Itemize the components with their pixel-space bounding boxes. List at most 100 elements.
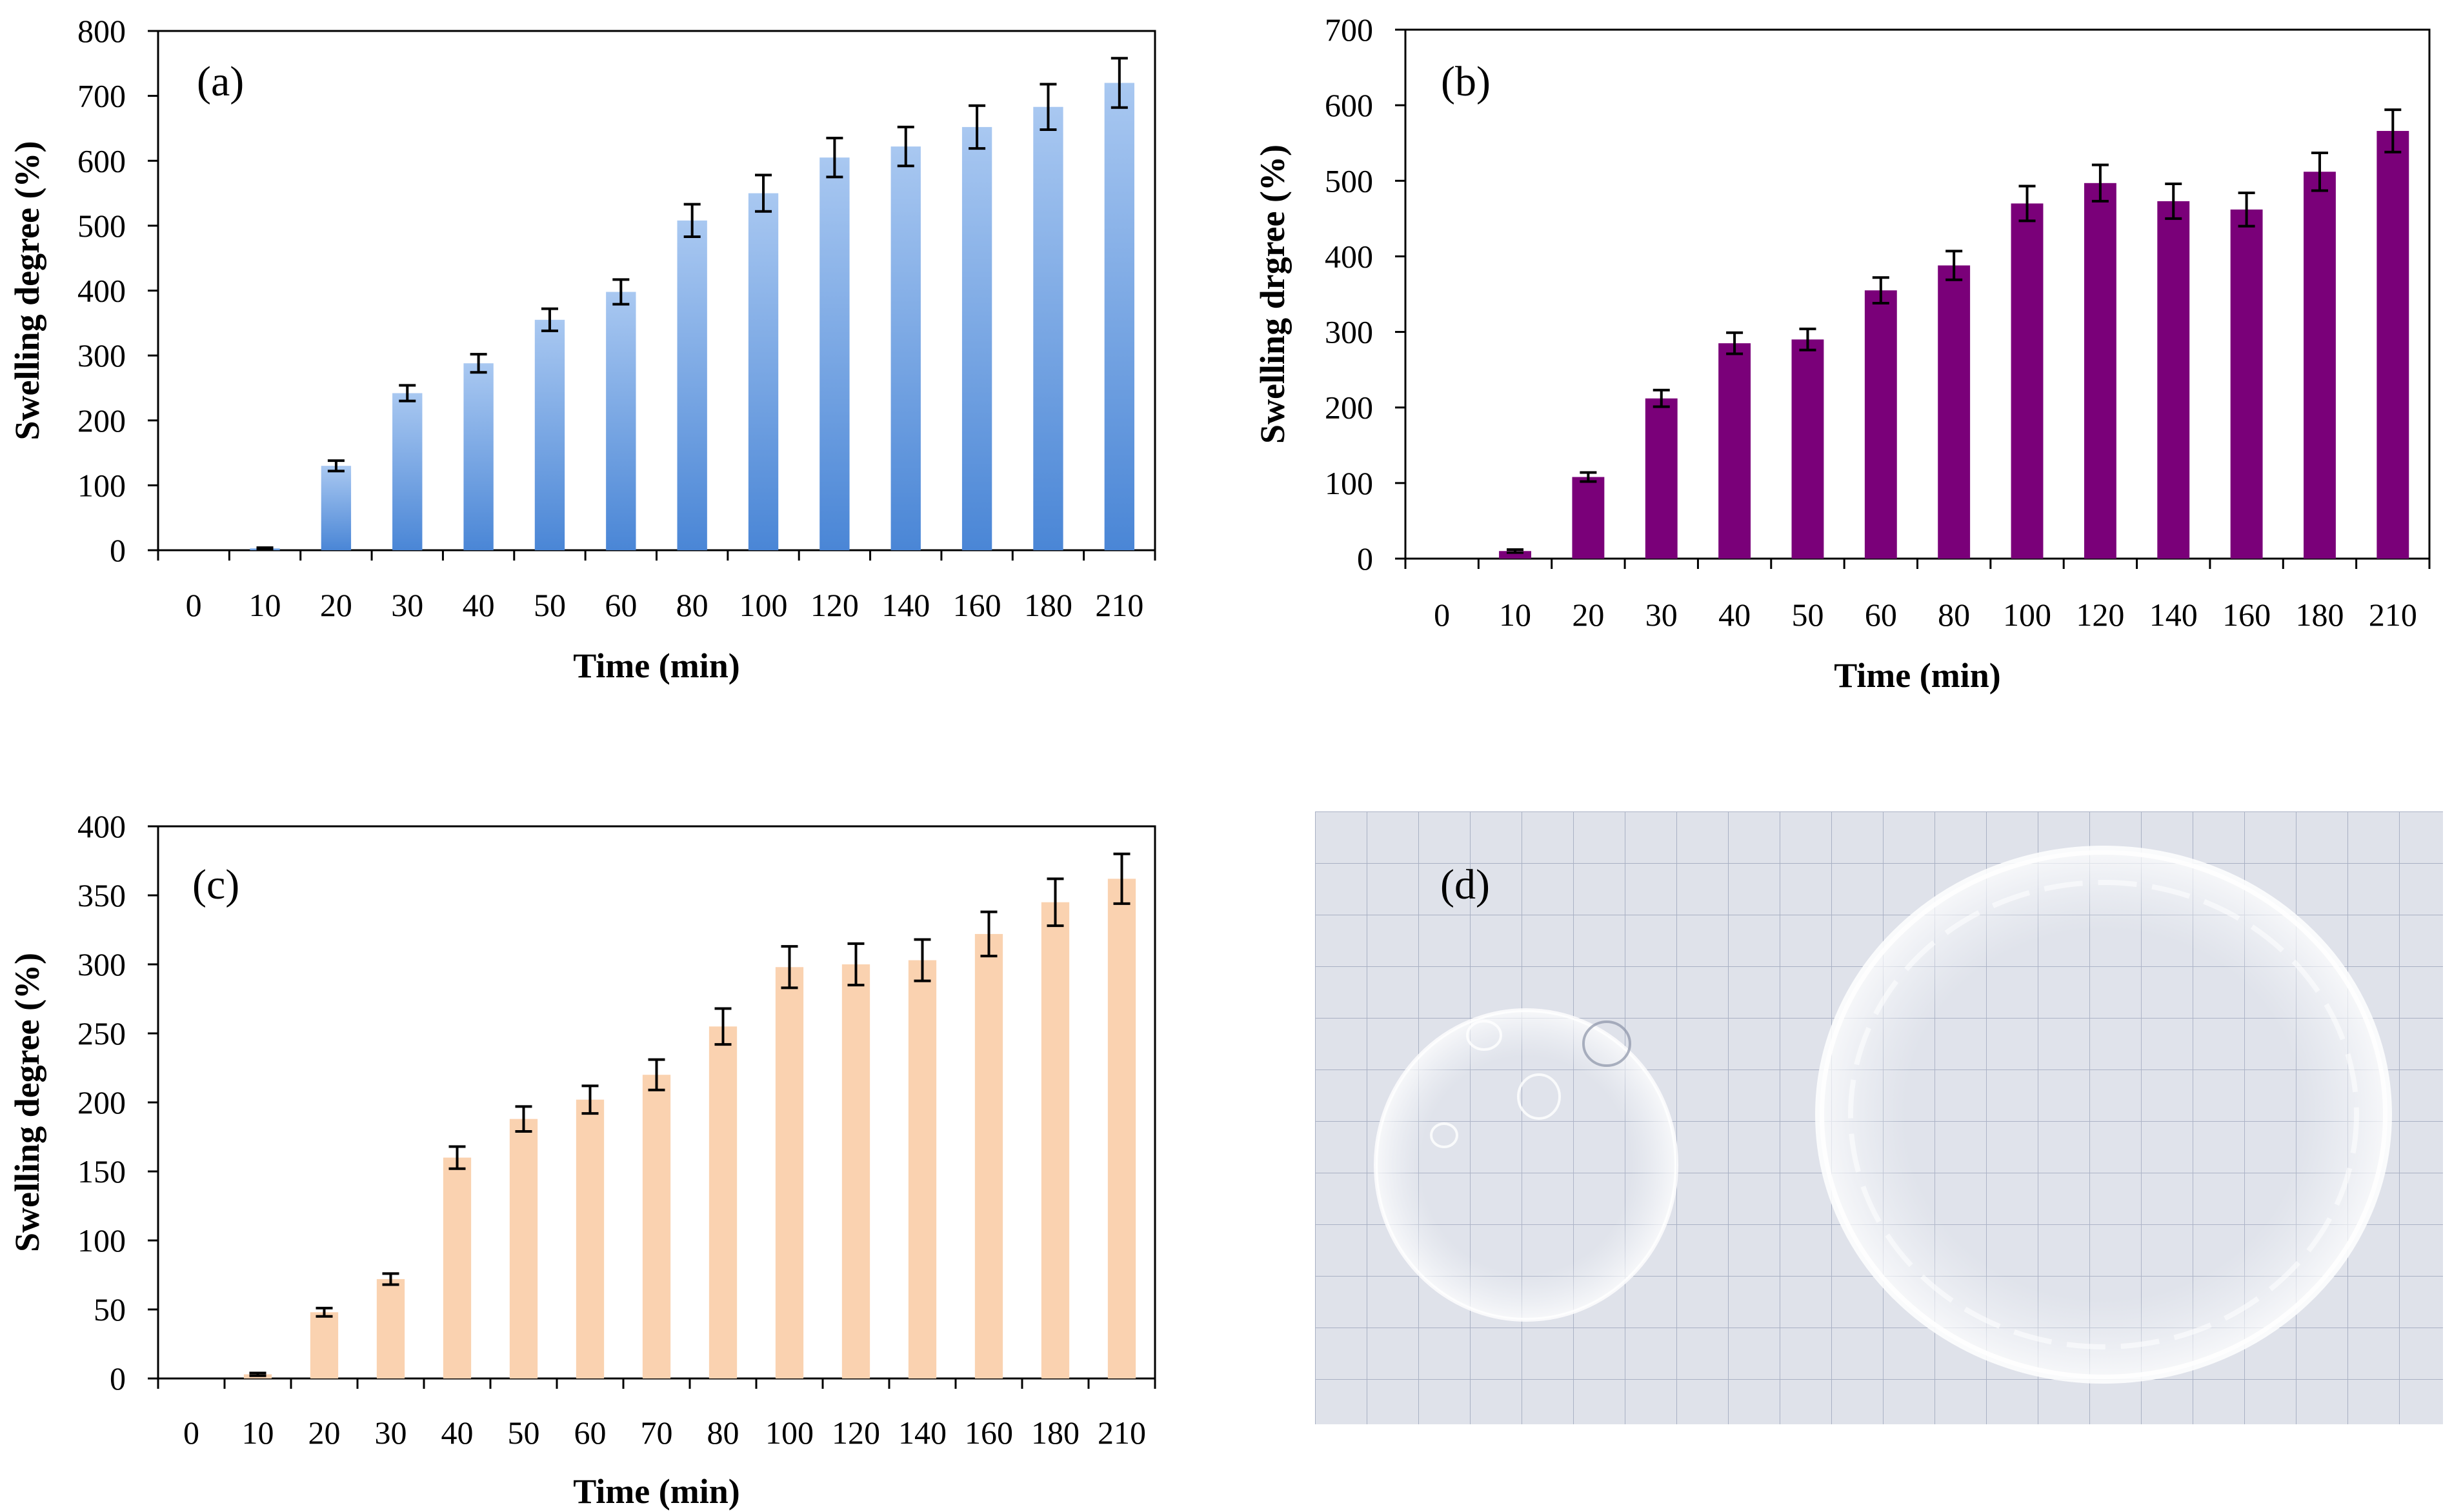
x-tick-label: 180: [1024, 587, 1072, 623]
bar: [2304, 172, 2336, 559]
x-tick-label: 80: [707, 1415, 739, 1451]
y-tick-label: 300: [77, 337, 126, 373]
x-tick-label: 10: [249, 587, 281, 623]
bar: [642, 1075, 671, 1378]
x-tick-label: 30: [391, 587, 423, 623]
y-axis-title: Swelling degree (%): [8, 953, 46, 1252]
y-tick-label: 600: [1325, 87, 1373, 123]
bar: [1041, 902, 1070, 1378]
y-tick-label: 200: [77, 1084, 126, 1120]
x-tick-label: 20: [320, 587, 352, 623]
x-tick-label: 40: [1718, 597, 1751, 633]
bar: [443, 1157, 472, 1378]
y-tick-label: 400: [77, 808, 126, 844]
x-tick-label: 0: [1434, 597, 1450, 633]
x-tick-label: 10: [1499, 597, 1531, 633]
y-tick-label: 400: [1325, 238, 1373, 274]
panel-label: (a): [197, 58, 244, 105]
x-axis-title: Time (min): [1834, 656, 2000, 695]
bar: [708, 1026, 738, 1378]
chart-a: 0 100 200 300 400 500 600 700 800 0 10 20 30 40 50 60 80…: [8, 13, 1156, 685]
panel-label: (c): [192, 861, 239, 908]
x-tick-label: 80: [676, 587, 708, 623]
y-tick-label: 400: [77, 273, 126, 309]
x-tick-label: 160: [965, 1415, 1013, 1451]
bar: [2157, 201, 2190, 559]
x-tick-label: 50: [534, 587, 566, 623]
bar: [1033, 106, 1063, 550]
y-tick-label: 200: [77, 403, 126, 439]
bar: [321, 466, 352, 550]
y-tick-label: 0: [1357, 541, 1373, 577]
bar: [1645, 398, 1678, 559]
y-axis-title: Swelling drgree (%): [1253, 144, 1292, 444]
chart-b: 0 100 200 300 400 500 600 700 0 10 20 30 40 50 60 80 100…: [1253, 12, 2431, 695]
x-tick-label: 60: [1865, 597, 1897, 633]
y-tick-label: 0: [110, 1360, 126, 1397]
y-tick-label: 800: [77, 13, 126, 49]
bar: [1864, 290, 1897, 559]
x-tick-label: 80: [1938, 597, 1970, 633]
x-axis-title: Time (min): [573, 1472, 739, 1511]
y-tick-label: 50: [94, 1291, 126, 1328]
y-tick-label: 700: [77, 78, 126, 114]
x-tick-label: 100: [2003, 597, 2051, 633]
bar: [310, 1312, 339, 1378]
bar: [1104, 83, 1134, 550]
x-tick-label: 60: [574, 1415, 607, 1451]
bar: [841, 964, 870, 1378]
x-tick-label: 100: [739, 587, 788, 623]
bar: [1572, 477, 1605, 559]
x-tick-label: 40: [463, 587, 495, 623]
y-tick-label: 500: [77, 208, 126, 244]
x-tick-label: 20: [1572, 597, 1604, 633]
bar: [463, 363, 494, 550]
y-axis-title: Swelling degree (%): [8, 141, 46, 441]
x-tick-label: 0: [186, 587, 202, 623]
y-tick-label: 350: [77, 877, 126, 913]
panel-label: (b): [1441, 58, 1491, 105]
photo-gel-bubble: [1517, 1073, 1561, 1120]
bar: [1938, 265, 1971, 559]
x-axis-title: Time (min): [573, 646, 739, 685]
bar: [974, 933, 1003, 1378]
y-tick-label: 250: [77, 1015, 126, 1051]
x-tick-label: 160: [2222, 597, 2271, 633]
bar: [819, 157, 850, 550]
bar: [775, 967, 804, 1378]
photo-gel-disc-small: [1374, 1008, 1678, 1322]
x-tick-label: 140: [881, 587, 930, 623]
x-tick-label: 210: [1098, 1415, 1146, 1451]
bar: [534, 319, 565, 550]
bar: [1107, 879, 1136, 1378]
x-tick-label: 140: [2149, 597, 2198, 633]
y-tick-label: 0: [110, 532, 126, 568]
x-tick-label: 100: [765, 1415, 814, 1451]
bar: [1718, 343, 1751, 559]
y-tick-label: 200: [1325, 390, 1373, 426]
hydrogel-photo: (d): [1315, 811, 2443, 1424]
x-tick-label: 140: [898, 1415, 947, 1451]
bar: [908, 960, 937, 1378]
bar: [677, 220, 707, 550]
plot-frame: [157, 30, 1156, 552]
x-tick-label: 120: [2076, 597, 2124, 633]
plot-frame: [1404, 28, 2431, 560]
bar: [606, 292, 636, 550]
x-tick-label: 50: [1791, 597, 1824, 633]
x-tick-label: 120: [832, 1415, 880, 1451]
x-tick-label: 50: [508, 1415, 540, 1451]
bar: [509, 1119, 538, 1378]
x-tick-label: 30: [1645, 597, 1678, 633]
x-tick-label: 120: [810, 587, 859, 623]
x-tick-label: 180: [1031, 1415, 1080, 1451]
bar: [1791, 339, 1824, 559]
y-tick-label: 300: [77, 946, 126, 982]
x-tick-label: 60: [605, 587, 637, 623]
y-tick-label: 100: [77, 1222, 126, 1258]
photo-gel-disc-large: [1815, 846, 2392, 1384]
y-tick-label: 100: [77, 467, 126, 503]
x-tick-label: 40: [441, 1415, 474, 1451]
bar: [961, 126, 992, 551]
